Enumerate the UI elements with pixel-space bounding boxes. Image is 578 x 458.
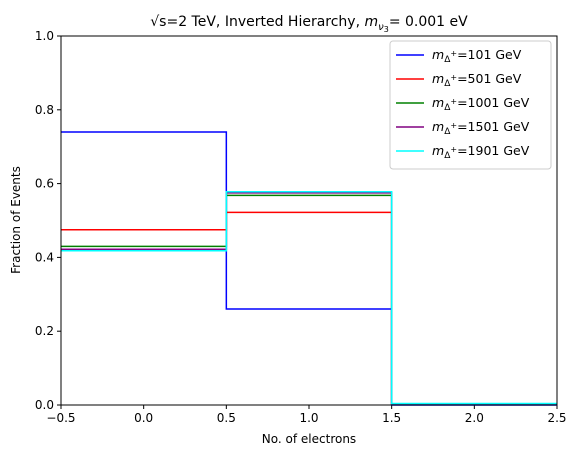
x-tick-label: 0.5 (217, 411, 236, 425)
legend-entry-label: mΔ+=1901 GeV (432, 143, 530, 161)
legend-entry-label: mΔ+=1001 GeV (432, 95, 530, 113)
title-sqrt-symbol: √s (150, 14, 166, 30)
legend-box (389, 40, 552, 170)
y-tick-label: 0.0 (35, 398, 54, 412)
series-line-4 (61, 190, 557, 405)
x-tick-label: 0.0 (134, 411, 153, 425)
plot-frame (60, 35, 558, 406)
y-axis-label: Fraction of Events (9, 166, 23, 274)
legend-entry-label: mΔ+=101 GeV (432, 47, 522, 65)
y-tick-label: 1.0 (35, 29, 54, 43)
title-text: =2 TeV, Inverted Hierarchy, (166, 14, 364, 30)
x-tick-label: 2.5 (547, 411, 566, 425)
title-mass-subscript: ν (378, 22, 384, 33)
x-tick-label: 1.0 (299, 411, 318, 425)
title-mass-subsubscript: 3 (384, 25, 389, 34)
x-tick-label: 1.5 (382, 411, 401, 425)
legend-entry-label: mΔ+=501 GeV (432, 71, 522, 89)
legend-entry-label: mΔ+=1501 GeV (432, 119, 530, 137)
y-tick-label: 0.8 (35, 103, 54, 117)
axis-ticks: −0.5 0.0 0.5 1.0 1.5 2.0 2.50.00.20.40.60.81.0 (35, 29, 567, 425)
x-axis-label: No. of electrons (262, 432, 356, 446)
y-tick-label: 0.6 (35, 177, 54, 191)
x-tick-label: −0.5 (46, 411, 75, 425)
title-value: = 0.001 eV (389, 14, 468, 30)
x-tick-label: 2.0 (465, 411, 484, 425)
chart-title: √s=2 TeV, Inverted Hierarchy, mν3= 0.001… (150, 14, 468, 34)
y-tick-label: 0.4 (35, 250, 54, 264)
legend: mΔ+=101 GeV mΔ+=501 GeV mΔ+=1001 GeV mΔ+=15… (389, 40, 552, 170)
y-tick-label: 0.2 (35, 324, 54, 338)
title-mass-symbol: m (365, 14, 379, 30)
